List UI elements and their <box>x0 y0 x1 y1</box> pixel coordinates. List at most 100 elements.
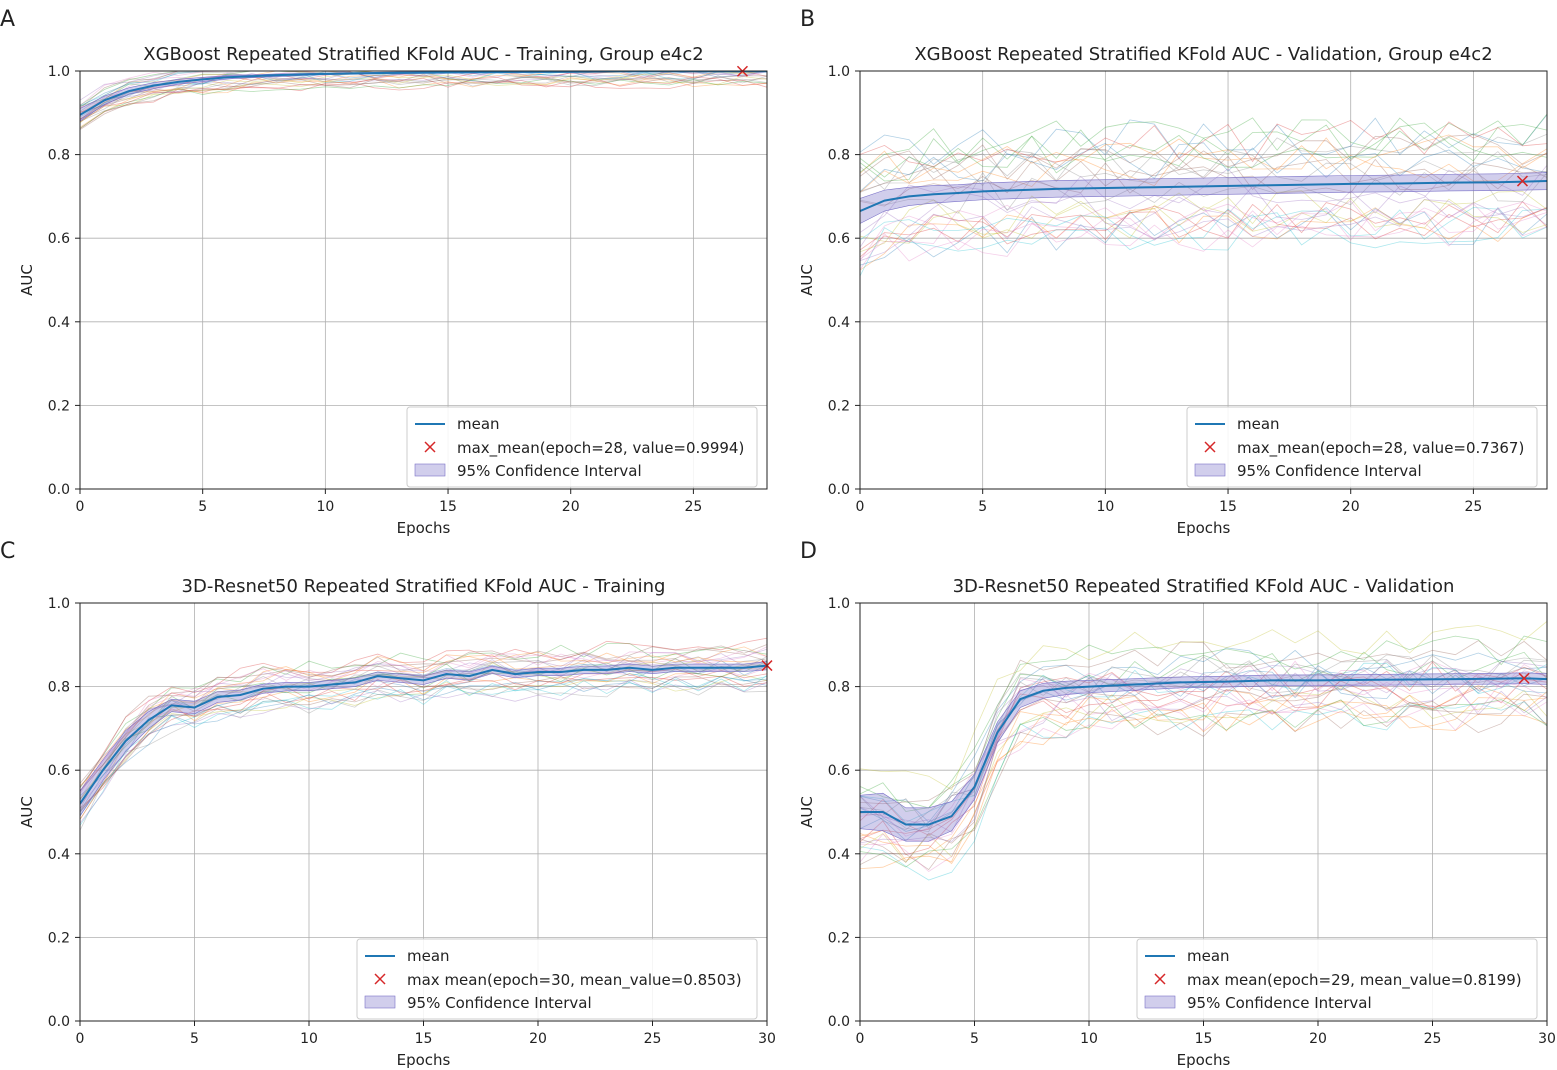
fold-trace <box>860 190 1547 253</box>
legend-mean-label: mean <box>1237 415 1280 433</box>
confidence-band <box>80 71 767 122</box>
legend-ci-swatch <box>1194 463 1226 477</box>
panel-label: A <box>0 7 15 32</box>
fold-trace <box>80 649 767 794</box>
x-tick-label: 10 <box>316 499 334 515</box>
fold-trace <box>860 122 1547 178</box>
mean-line <box>860 180 1547 212</box>
fold-trace <box>80 651 767 786</box>
plot-area <box>80 71 767 131</box>
fold-trace <box>860 620 1547 791</box>
fold-trace <box>80 71 767 106</box>
max-marker <box>1518 672 1530 684</box>
y-tick-label: 0.0 <box>828 482 850 498</box>
fold-trace <box>80 75 767 122</box>
fold-trace <box>860 699 1547 873</box>
y-tick-label: 0.2 <box>828 930 850 946</box>
y-tick-label: 0.4 <box>828 315 850 331</box>
panel-c: C 3D-Resnet50 Repeated Stratified KFold A… <box>0 539 776 1069</box>
chart-title: XGBoost Repeated Stratified KFold AUC - … <box>143 44 703 65</box>
fold-trace <box>80 646 767 800</box>
fold-trace <box>80 71 767 112</box>
fold-trace <box>80 668 767 820</box>
fold-trace <box>860 119 1547 167</box>
max-marker <box>1516 175 1528 187</box>
x-tick-label: 5 <box>190 1031 199 1047</box>
fold-trace <box>860 700 1547 871</box>
fold-trace <box>80 637 767 792</box>
fold-trace <box>860 701 1547 881</box>
fold-trace <box>80 676 767 813</box>
fold-trace <box>80 675 767 816</box>
panel-d: D 3D-Resnet50 Repeated Stratified KFold A… <box>798 539 1556 1069</box>
y-tick-label: 0.6 <box>828 763 850 779</box>
fold-trace <box>860 681 1547 846</box>
x-tick-label: 20 <box>562 499 580 515</box>
axes-frame <box>859 602 1548 1022</box>
fold-trace <box>80 675 767 813</box>
y-tick-label: 0.4 <box>828 847 850 863</box>
fold-trace <box>860 113 1547 173</box>
y-tick-label: 0.4 <box>48 847 70 863</box>
fold-trace <box>80 75 767 123</box>
y-tick-label: 0.0 <box>48 1014 70 1030</box>
y-tick-label: 0.2 <box>48 930 70 946</box>
fold-trace <box>860 133 1547 191</box>
mean-line <box>80 664 767 805</box>
fold-trace <box>860 134 1547 184</box>
y-tick-label: 1.0 <box>828 596 850 612</box>
x-tick-label: 30 <box>1538 1031 1556 1047</box>
y-tick-label: 0.8 <box>48 680 70 696</box>
y-tick-label: 0.6 <box>828 231 850 247</box>
legend-marker-label: max mean(epoch=29, mean_value=0.8199) <box>1187 971 1522 990</box>
x-axis-label: Epochs <box>1177 1051 1231 1069</box>
fold-trace <box>80 78 767 129</box>
legend-mean-label: mean <box>407 947 450 965</box>
fold-trace <box>860 654 1547 833</box>
x-tick-label: 15 <box>1219 499 1237 515</box>
legend-box <box>1136 938 1538 1020</box>
y-tick-label: 1.0 <box>48 64 70 80</box>
mean-line <box>860 677 1547 826</box>
chart-title: XGBoost Repeated Stratified KFold AUC - … <box>914 44 1492 65</box>
fold-trace <box>860 699 1547 868</box>
fold-trace <box>80 76 767 131</box>
y-tick-label: 0.8 <box>828 680 850 696</box>
y-axis-label: AUC <box>18 796 36 828</box>
x-tick-label: 25 <box>644 1031 662 1047</box>
y-tick-label: 1.0 <box>48 596 70 612</box>
fold-trace <box>860 208 1547 277</box>
chart-title: 3D-Resnet50 Repeated Stratified KFold AU… <box>182 576 666 597</box>
fold-trace <box>860 185 1547 248</box>
fold-trace <box>860 678 1547 856</box>
fold-trace <box>80 648 767 792</box>
fold-trace <box>860 662 1547 823</box>
plot-area <box>80 637 767 831</box>
confidence-band <box>860 172 1547 224</box>
x-tick-label: 5 <box>970 1031 979 1047</box>
fold-trace <box>80 71 767 116</box>
y-axis-label: AUC <box>798 264 816 296</box>
legend-marker-swatch <box>424 441 436 453</box>
fold-trace <box>80 648 767 788</box>
legend-marker-swatch <box>1204 441 1216 453</box>
fold-trace <box>860 203 1547 251</box>
fold-trace <box>860 200 1547 258</box>
x-tick-label: 25 <box>1424 1031 1442 1047</box>
x-tick-label: 0 <box>76 1031 85 1047</box>
fold-trace <box>860 685 1547 863</box>
legend-ci-label: 95% Confidence Interval <box>407 994 592 1012</box>
x-tick-label: 30 <box>758 1031 776 1047</box>
fold-trace <box>860 199 1547 262</box>
x-tick-label: 15 <box>415 1031 433 1047</box>
x-axis-label: Epochs <box>397 519 451 537</box>
x-tick-label: 15 <box>439 499 457 515</box>
fold-trace <box>860 197 1547 244</box>
x-tick-label: 10 <box>300 1031 318 1047</box>
fold-trace <box>80 674 767 820</box>
legend-marker-swatch <box>1154 973 1166 985</box>
y-tick-label: 0.2 <box>48 398 70 414</box>
fold-trace <box>860 708 1547 869</box>
fold-trace <box>80 73 767 120</box>
